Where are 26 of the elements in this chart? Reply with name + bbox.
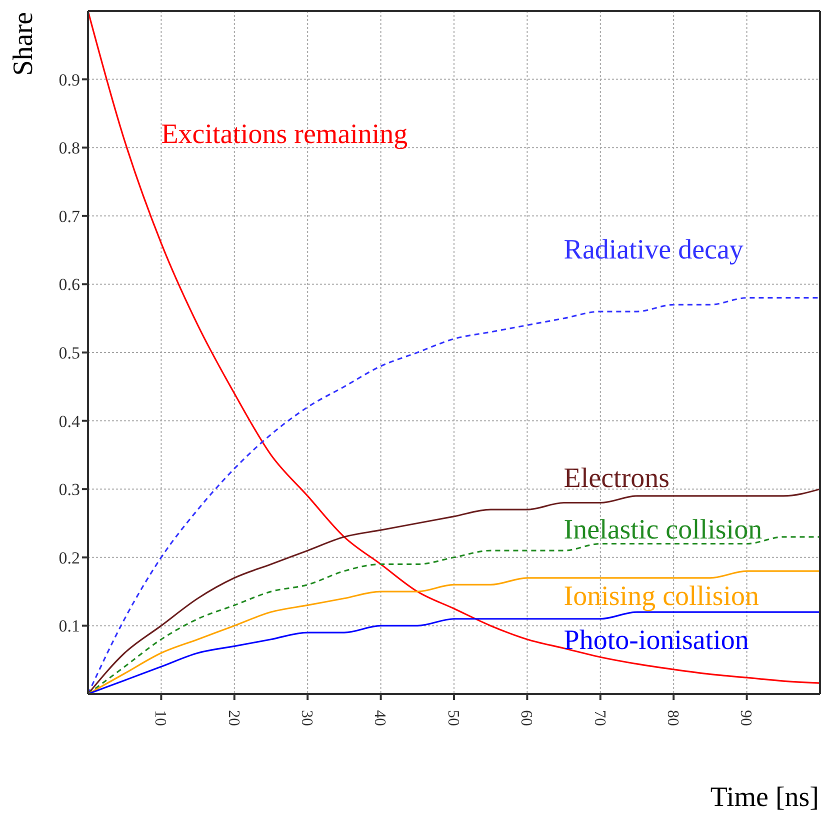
x-tick-label: 10: [152, 710, 169, 726]
series-label: Electrons: [564, 462, 670, 494]
series-label: Excitations remaining: [161, 119, 408, 150]
x-tick-label: 80: [664, 710, 681, 726]
y-tick-label: 0.1: [58, 616, 80, 636]
x-tick-label: 50: [444, 710, 462, 726]
y-tick-label: 0.5: [58, 344, 80, 363]
series-label: Inelastic collision: [564, 514, 762, 546]
x-tick-label: 90: [737, 710, 754, 726]
y-axis-title: Share: [8, 12, 40, 76]
series-label: Photo-ionisation: [564, 624, 749, 656]
y-tick-label: 0.2: [58, 548, 80, 568]
y-tick-label: 0.7: [58, 206, 80, 226]
x-tick-label: 30: [298, 710, 315, 726]
y-tick-label: 0.6: [58, 275, 80, 294]
y-tick-label: 0.3: [58, 480, 80, 500]
series-label: Radiative decay: [564, 234, 744, 266]
y-tick-label: 0.9: [58, 70, 80, 90]
x-tick-label: 70: [590, 710, 608, 726]
x-tick-label: 20: [224, 710, 242, 726]
x-tick-label: 40: [371, 710, 388, 726]
y-tick-label: 0.8: [58, 138, 80, 158]
y-tick-label: 0.4: [58, 412, 80, 431]
series-label: Ionising collision: [564, 580, 760, 612]
x-tick-label: 60: [518, 710, 535, 726]
x-axis-title: Time [ns]: [710, 782, 819, 814]
